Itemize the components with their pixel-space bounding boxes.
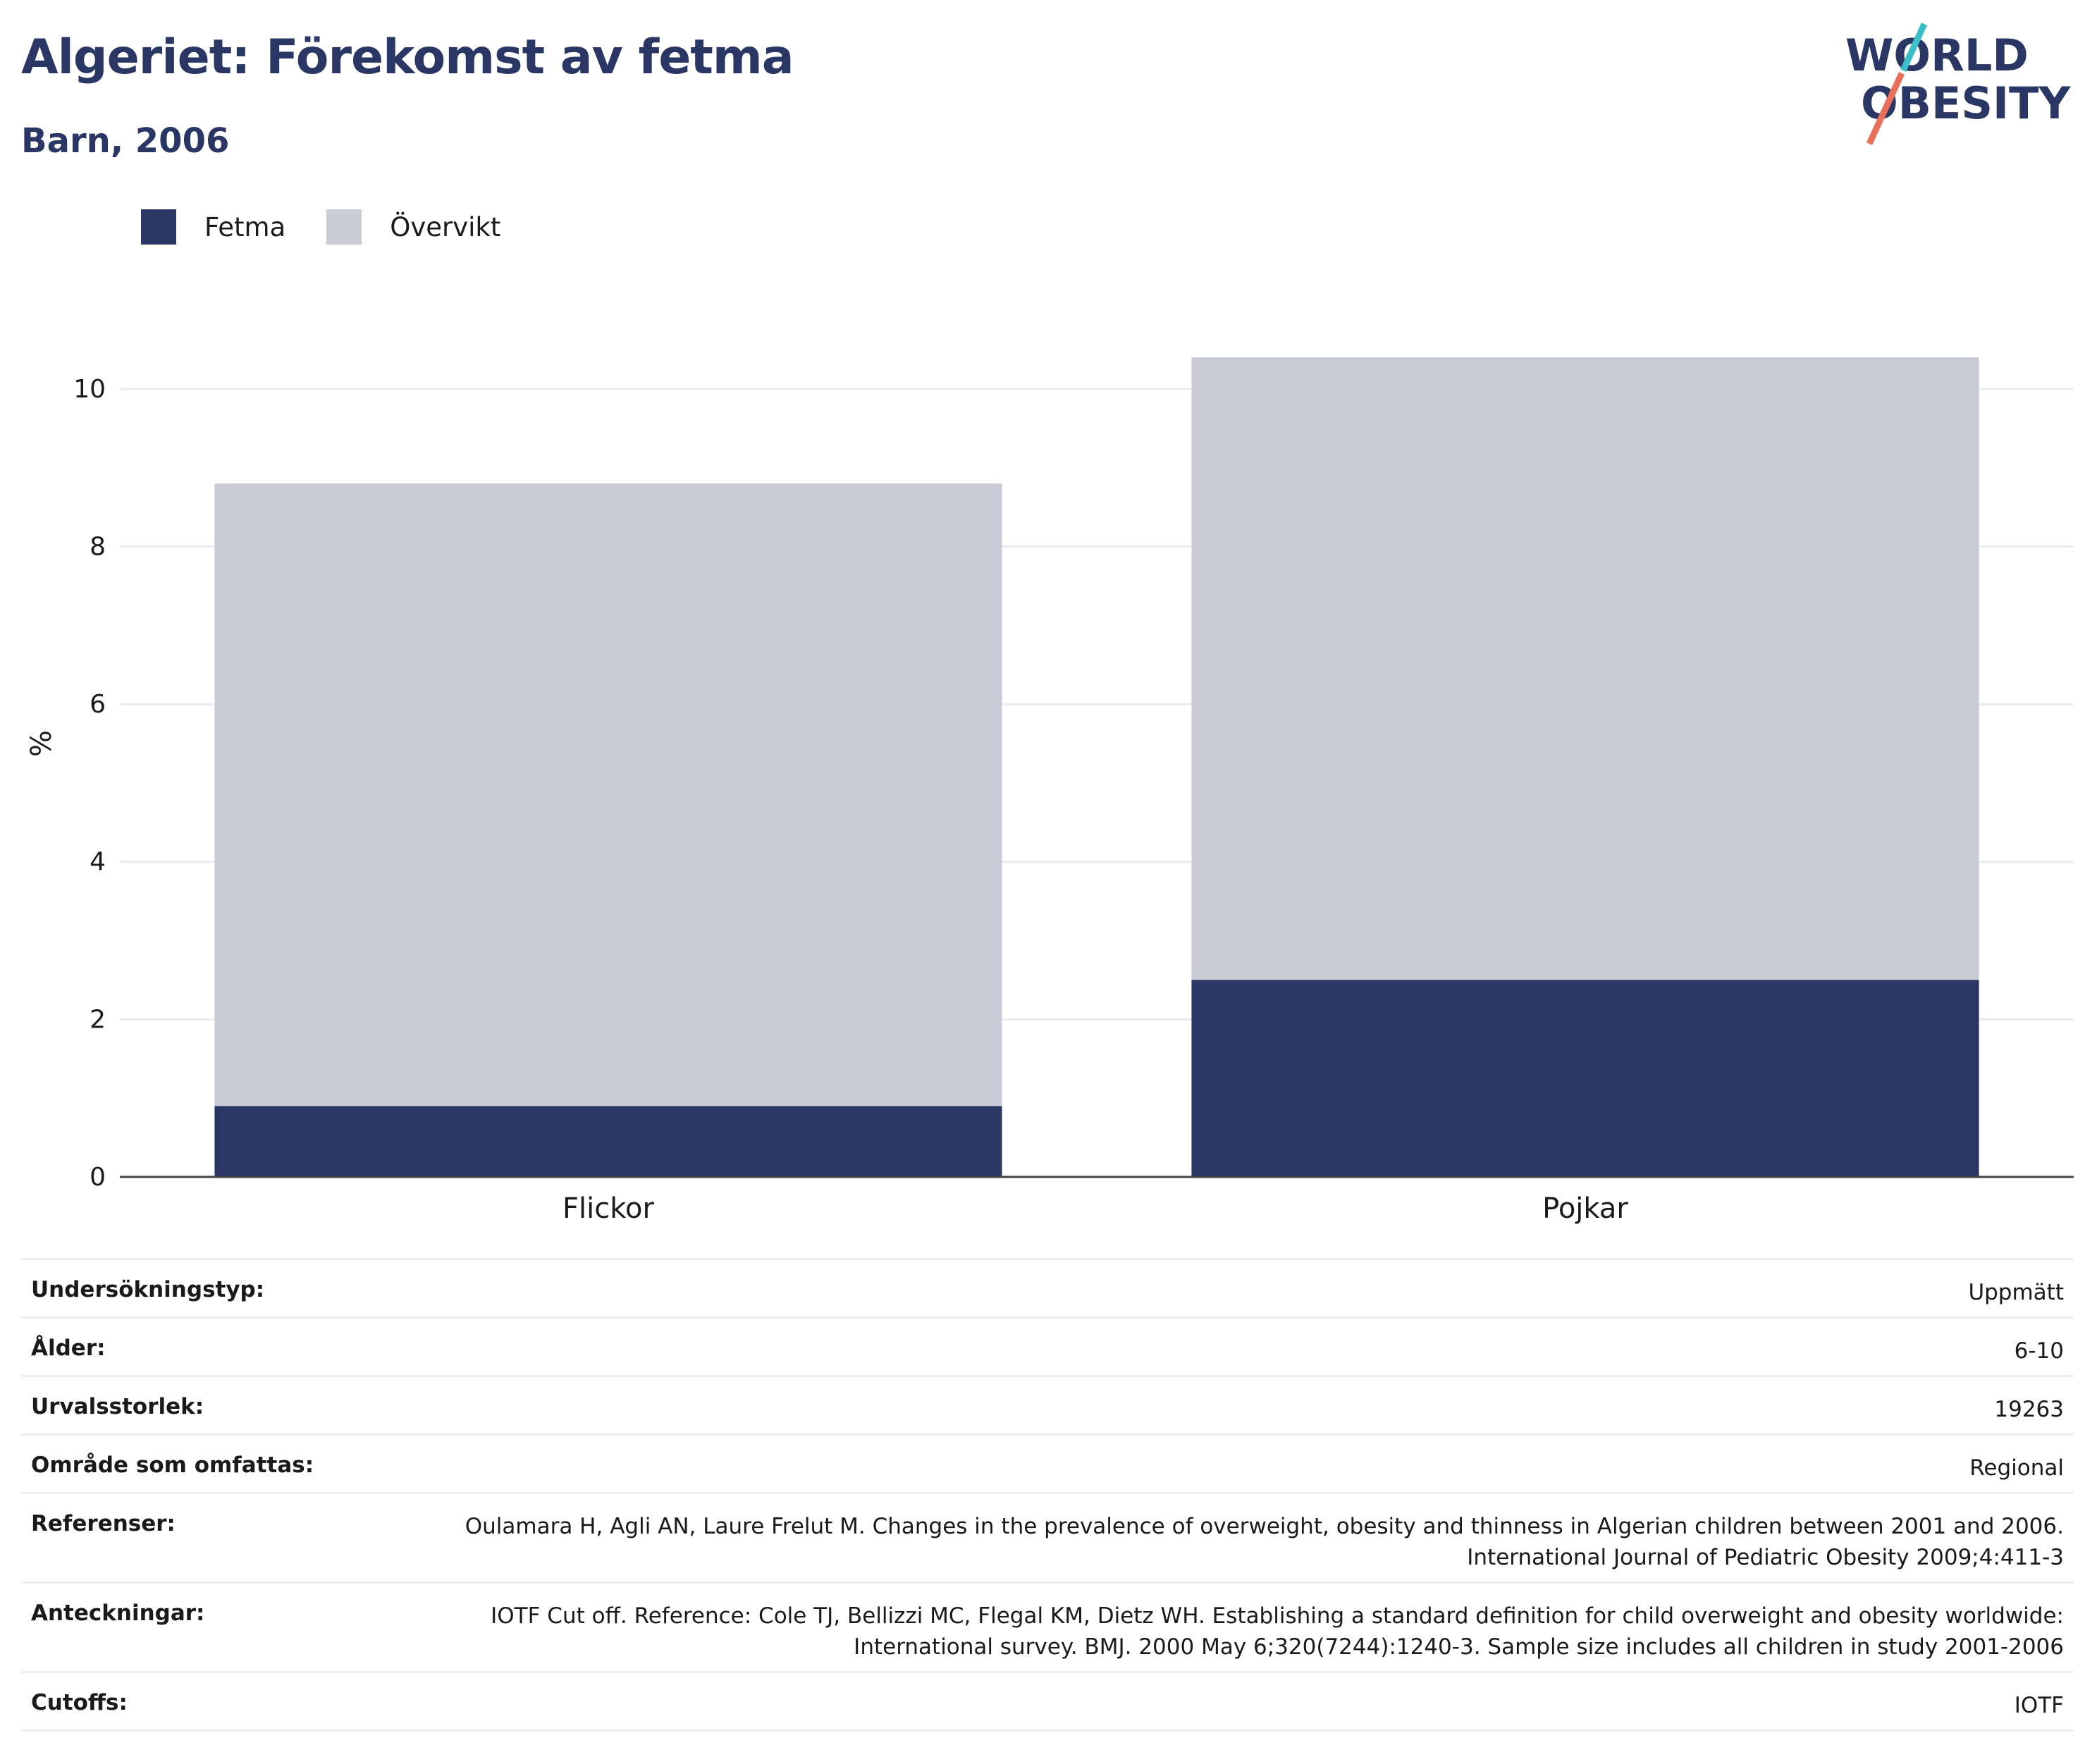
info-value: Regional: [436, 1433, 2074, 1493]
info-row-sample-size: Urvalsstorlek: 19263: [21, 1375, 2074, 1435]
info-row-references: Referenser: Oulamara H, Agli AN, Laure F…: [21, 1492, 2074, 1583]
bar-overvikt-flickor: [214, 483, 1002, 1106]
y-tick-label: 6: [90, 690, 106, 719]
chart-title: Algeriet: Förekomst av fetma: [21, 30, 794, 85]
bar-fetma-pojkar: [1191, 980, 1979, 1177]
info-key: Cutoffs:: [21, 1671, 436, 1732]
info-row-age: Ålder: 6-10: [21, 1316, 2074, 1376]
logo-text-obesity: OBESITY: [1861, 78, 2071, 129]
legend-item-overvikt[interactable]: Övervikt: [326, 209, 500, 245]
bar-overvikt-pojkar: [1191, 357, 1979, 980]
info-row-survey-type: Undersökningstyp: Uppmätt: [21, 1258, 2074, 1318]
y-tick-label: 2: [90, 1005, 106, 1034]
logo-slash-teal: [1900, 23, 1928, 72]
bar-fetma-flickor: [214, 1106, 1002, 1177]
logo-slash-coral: [1866, 72, 1905, 145]
info-value: 19263: [436, 1375, 2074, 1435]
legend-label-overvikt: Övervikt: [390, 211, 501, 242]
world-obesity-logo: WORLD OBESITY: [1845, 23, 2071, 145]
info-value: Oulamara H, Agli AN, Laure Frelut M. Cha…: [436, 1492, 2074, 1583]
info-key: Anteckningar:: [21, 1581, 436, 1672]
y-tick-label: 8: [90, 532, 106, 561]
info-table: Undersökningstyp: Uppmätt Ålder: 6-10 Ur…: [21, 1258, 2074, 1732]
info-row-area: Område som omfattas: Regional: [21, 1433, 2074, 1493]
info-row-notes: Anteckningar: IOTF Cut off. Reference: C…: [21, 1581, 2074, 1672]
logo-text-world: WORLD: [1845, 30, 2029, 81]
x-tick-label: Pojkar: [1542, 1192, 1628, 1225]
legend-item-fetma[interactable]: Fetma: [141, 209, 285, 245]
y-tick-label: 4: [90, 848, 106, 877]
info-key: Område som omfattas:: [21, 1433, 436, 1493]
info-key: Urvalsstorlek:: [21, 1375, 436, 1435]
info-value: IOTF: [436, 1671, 2074, 1732]
chart-subtitle: Barn, 2006: [21, 121, 230, 161]
legend: Fetma Övervikt: [141, 209, 541, 245]
info-key: Ålder:: [21, 1316, 436, 1376]
info-row-cutoffs: Cutoffs: IOTF: [21, 1671, 2074, 1732]
info-key: Undersökningstyp:: [21, 1258, 436, 1318]
y-tick-label: 10: [73, 375, 106, 404]
info-value: Uppmätt: [436, 1258, 2074, 1318]
info-key: Referenser:: [21, 1492, 436, 1583]
x-tick-label: Flickor: [562, 1192, 654, 1225]
y-tick-label: 0: [90, 1163, 106, 1192]
info-value: 6-10: [436, 1316, 2074, 1376]
legend-swatch-fetma: [141, 209, 176, 245]
info-value: IOTF Cut off. Reference: Cole TJ, Belliz…: [436, 1581, 2074, 1672]
bar-chart: 0 2 4 6 8 10% Flickor Pojkar: [25, 357, 2074, 1225]
legend-label-fetma: Fetma: [204, 211, 286, 242]
y-axis-label: %: [25, 730, 58, 757]
legend-swatch-overvikt: [326, 209, 362, 245]
